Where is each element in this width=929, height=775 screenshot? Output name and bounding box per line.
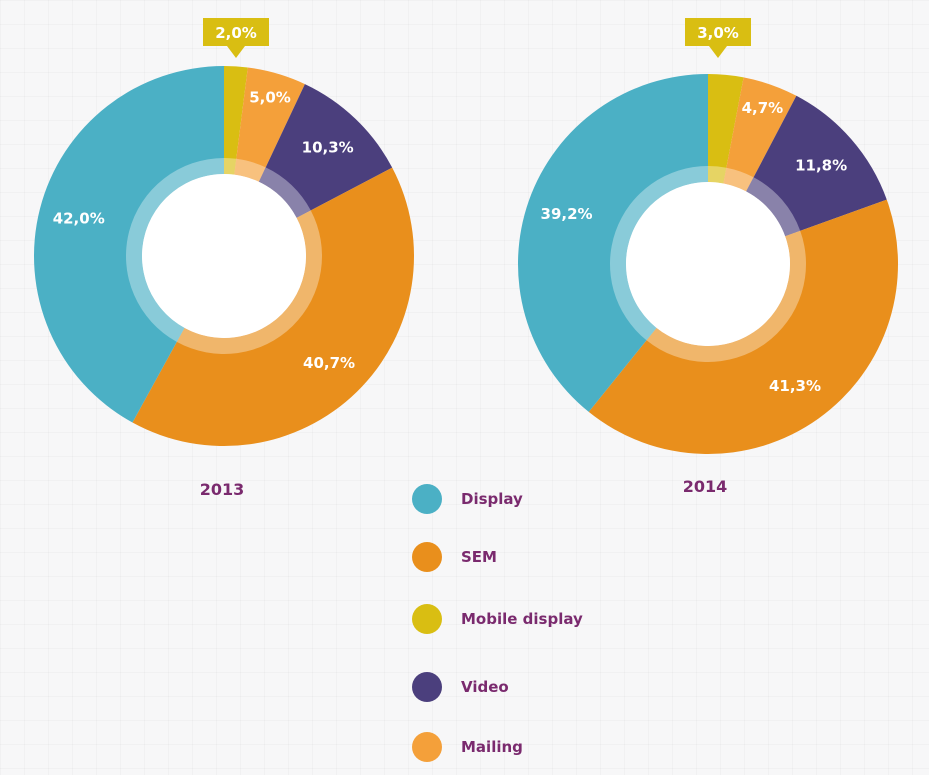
slice-inner-band-mailing	[234, 158, 266, 182]
legend-item-mailing: Mailing	[412, 732, 523, 762]
donut-hole	[626, 182, 790, 346]
legend-label-display: Display	[461, 490, 523, 508]
slice-mailing	[234, 67, 305, 182]
callout-mobile-display: 3,0%	[685, 18, 751, 58]
slice-inner-band-display	[610, 166, 708, 341]
slice-inner-band-mailing	[723, 167, 754, 192]
legend-swatch-mailing	[412, 732, 442, 762]
legend-item-mobile-display: Mobile display	[412, 604, 583, 634]
slice-label-sem: 40,7%	[303, 354, 355, 372]
callout-mobile-display: 2,0%	[203, 18, 269, 58]
slice-inner-band-sem	[646, 230, 806, 362]
year-label: 2013	[200, 480, 245, 499]
callout-pointer	[227, 46, 245, 58]
donut-chart-2014: 4,7% 11,8% 41,3% 39,2% 3,0% 2014	[518, 18, 898, 496]
slice-inner-band-mobile-display	[708, 166, 727, 184]
slice-sem	[588, 199, 898, 454]
slice-inner-band-mobile-display	[224, 158, 237, 175]
legend-label-video: Video	[461, 678, 509, 696]
legend-swatch-mobile-display	[412, 604, 442, 634]
callout-box	[203, 18, 269, 46]
slice-display	[518, 74, 708, 412]
slice-label-video: 10,3%	[302, 139, 354, 157]
legend-swatch-sem	[412, 542, 442, 572]
slice-label-sem: 41,3%	[769, 377, 821, 395]
legend-label-mailing: Mailing	[461, 738, 523, 756]
legend-label-sem: SEM	[461, 548, 497, 566]
legend-swatch-video	[412, 672, 442, 702]
slice-label-mobile-display: 3,0%	[697, 24, 739, 42]
year-label: 2014	[683, 477, 728, 496]
slice-video	[258, 84, 393, 218]
slice-inner-band-display	[126, 158, 224, 342]
legend-swatch-display	[412, 484, 442, 514]
slice-label-display: 39,2%	[541, 205, 593, 223]
slice-mailing	[723, 77, 797, 192]
slice-inner-band-video	[258, 167, 311, 218]
slice-inner-band-sem	[176, 210, 322, 354]
slice-display	[33, 66, 224, 423]
slice-video	[746, 95, 887, 237]
slice-label-display: 42,0%	[53, 210, 105, 228]
slice-mobile-display	[708, 74, 744, 184]
slice-inner-band-video	[746, 177, 801, 237]
slice-label-video: 11,8%	[795, 157, 847, 175]
donut-hole	[142, 174, 306, 338]
slice-label-mobile-display: 2,0%	[215, 24, 257, 42]
donut-chart-2013: 5,0% 10,3% 40,7% 42,0% 2,0% 2013	[33, 18, 415, 499]
callout-box	[685, 18, 751, 46]
legend-item-display: Display	[412, 484, 523, 514]
legend-label-mobile-display: Mobile display	[461, 610, 583, 628]
slice-label-mailing: 5,0%	[249, 89, 291, 107]
slice-sem	[132, 167, 415, 447]
callout-pointer	[709, 46, 727, 58]
slice-label-mailing: 4,7%	[742, 99, 784, 117]
legend-item-video: Video	[412, 672, 509, 702]
slice-mobile-display	[224, 66, 248, 175]
legend-item-sem: SEM	[412, 542, 497, 572]
